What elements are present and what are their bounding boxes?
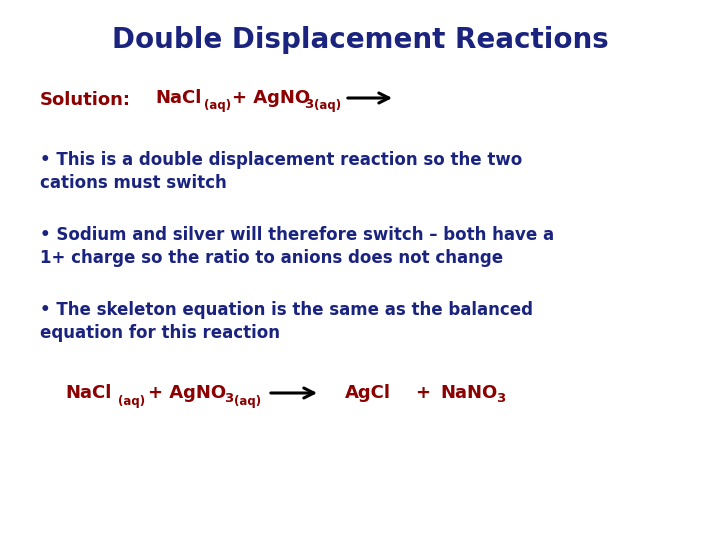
Text: • Sodium and silver will therefore switch – both have a: • Sodium and silver will therefore switc… <box>40 226 554 244</box>
Text: + AgNO: + AgNO <box>148 384 226 402</box>
Text: AgCl: AgCl <box>345 384 391 402</box>
Text: cations must switch: cations must switch <box>40 174 227 192</box>
Text: 3: 3 <box>224 393 233 406</box>
Text: (aq): (aq) <box>314 99 341 112</box>
Text: (aq): (aq) <box>204 99 231 112</box>
Text: Solution:: Solution: <box>40 91 131 109</box>
Text: • This is a double displacement reaction so the two: • This is a double displacement reaction… <box>40 151 522 169</box>
Text: (aq): (aq) <box>234 395 261 408</box>
Text: 3: 3 <box>304 98 313 111</box>
Text: 1+ charge so the ratio to anions does not change: 1+ charge so the ratio to anions does no… <box>40 249 503 267</box>
Text: (aq): (aq) <box>118 395 145 408</box>
Text: 3: 3 <box>496 393 505 406</box>
Text: Double Displacement Reactions: Double Displacement Reactions <box>112 26 608 54</box>
Text: NaCl: NaCl <box>65 384 112 402</box>
Text: +: + <box>415 384 430 402</box>
Text: equation for this reaction: equation for this reaction <box>40 324 280 342</box>
Text: NaCl: NaCl <box>155 89 202 107</box>
Text: + AgNO: + AgNO <box>232 89 310 107</box>
Text: • The skeleton equation is the same as the balanced: • The skeleton equation is the same as t… <box>40 301 533 319</box>
Text: NaNO: NaNO <box>440 384 498 402</box>
